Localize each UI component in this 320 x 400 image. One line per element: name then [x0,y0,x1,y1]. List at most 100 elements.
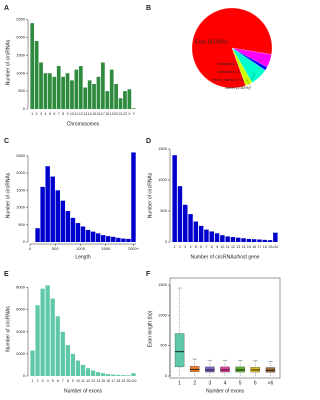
x-tick-label: Y [133,112,136,116]
x-tick-label: 14 [88,112,92,116]
x-tick-label: 2 [179,245,181,249]
box [235,366,245,373]
bar [78,66,83,109]
x-tick-label: 18 [105,112,109,116]
histogram-bar [40,186,45,242]
x-tick-label: 19 [110,112,114,116]
panel-letter: C [4,138,9,145]
leader-line [246,78,252,89]
bar [116,374,121,376]
x-tick-label: 11 [75,112,79,116]
x-tick-label: 19 [268,245,272,249]
bar [70,353,76,376]
leader-line [250,72,256,81]
y-tick-label: 1500 [158,146,168,151]
bar [131,373,136,376]
bar [230,237,236,242]
bar [118,98,123,109]
y-tick-label: 2000 [16,170,26,175]
y-tick-label: 1500 [16,187,26,192]
bar [83,87,88,109]
x-tick-label: 22 [123,112,127,116]
y-tick-label: 0 [165,239,168,244]
bar [101,62,105,109]
x-tick-label: 12 [86,379,90,383]
bar [70,80,74,109]
histogram-bar [111,236,116,242]
x-tick-label: 500 [52,246,59,251]
x-tick-label: 11 [81,379,85,383]
y-tick-label: 0 [23,106,26,111]
y-tick-label: 4000 [16,329,26,334]
x-tick-label: 4 [190,245,192,249]
x-tick-label: 2 [193,380,196,386]
bar [121,375,126,376]
y-tick-label: 0 [23,373,26,378]
bar [177,186,183,242]
x-tick-label: 3 [208,380,211,386]
x-tick-label: 12 [79,112,83,116]
x-tick-label: 5 [49,112,51,116]
bar [105,91,110,109]
bar [172,155,177,242]
y-tick-label: 0 [23,239,26,244]
bar [30,350,35,376]
x-tick-label: 6 [254,380,257,386]
bar [225,236,230,242]
x-tick-label: 5 [52,379,54,383]
x-tick-label: 6 [53,112,55,116]
x-tick-label: 11 [226,245,230,249]
x-tick-label: 7 [58,112,60,116]
x-tick-label: 17 [257,245,261,249]
histogram-bar [121,238,126,242]
x-tick-label: 12 [231,245,235,249]
y-tick-label: 2000 [16,35,26,40]
histogram-bar [50,176,55,242]
pie-label: Intron_sense (7.23%) [212,77,251,82]
x-tick-label: 4 [44,112,46,116]
x-tick-label: 6 [200,245,202,249]
panel-letter: E [4,271,9,278]
x-tick-label: 15 [247,245,251,249]
x-tick-label: 16 [97,112,101,116]
x-tick-label: 20 [126,379,130,383]
bar [183,204,188,242]
histogram-bar [70,217,76,242]
panel-letter: B [146,5,151,12]
x-tick-label: 1 [178,380,181,386]
bar [251,239,257,242]
bar [209,231,214,242]
x-tick-label: 8 [62,112,64,116]
x-tick-label: 4 [224,380,227,386]
bar [114,83,118,109]
x-axis-title: Number of exons [64,388,103,394]
y-tick-label: 1000 [158,177,168,182]
histogram-bar [126,238,131,242]
histogram-bar [85,229,91,242]
histogram-bar [131,152,136,242]
x-tick-label: 17 [111,379,115,383]
y-axis-title: Number of circRNAs [5,172,11,218]
box [205,366,215,373]
x-axis-title: Chromosomes [67,121,100,127]
x-tick-label: 15 [92,112,96,116]
bar [126,375,131,376]
bar [60,331,65,376]
x-tick-label: 3 [184,245,186,249]
y-tick-label: 1000 [158,312,168,317]
y-tick-label: 0 [165,373,168,378]
bar [55,316,60,376]
bar [65,73,70,109]
x-tick-label: 0 [29,246,32,251]
y-tick-label: 2500 [16,153,26,158]
panel-letter: A [4,5,9,12]
x-tick-label: 3 [40,112,42,116]
bar [241,238,246,242]
bar [48,73,52,109]
x-tick-label: 10 [220,245,224,249]
bar [220,235,225,242]
histogram-bar [60,200,66,242]
bar [246,238,252,242]
bar [127,89,132,109]
bar [204,229,209,242]
